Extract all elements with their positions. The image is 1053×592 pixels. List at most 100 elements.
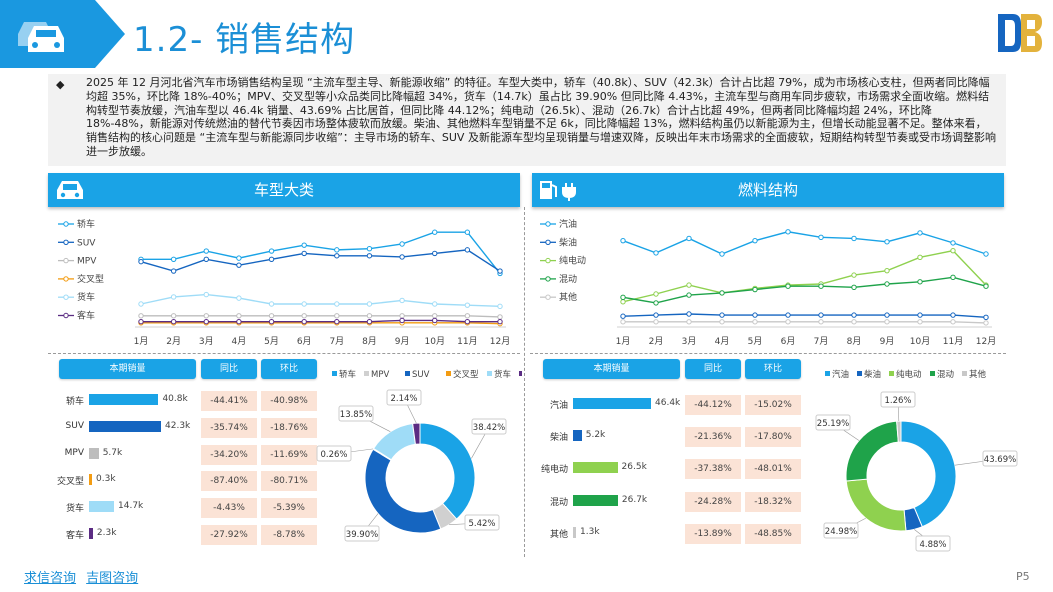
data-point bbox=[334, 247, 340, 253]
label-box bbox=[471, 418, 507, 435]
section-title-fuel: 燃料结构 bbox=[737, 181, 798, 199]
divider-right bbox=[530, 353, 1006, 354]
data-point bbox=[686, 235, 692, 242]
sales-bar bbox=[573, 462, 618, 474]
yoy-cell: -21.36% bbox=[685, 427, 741, 448]
x-tick-label: 4月 bbox=[715, 336, 730, 347]
sales-bar bbox=[573, 398, 651, 409]
legend-marker bbox=[63, 239, 69, 245]
mom-cell: -18.76% bbox=[261, 417, 317, 438]
sales-value: 5.7k bbox=[102, 447, 123, 458]
data-point bbox=[236, 313, 242, 319]
data-point bbox=[917, 319, 923, 325]
data-point bbox=[497, 268, 503, 274]
data-point bbox=[686, 292, 692, 298]
sales-value: 40.8k bbox=[162, 394, 188, 404]
x-tick-label: 7月 bbox=[329, 336, 344, 347]
data-point bbox=[170, 318, 177, 325]
footer-link-qiuxin[interactable]: 求信咨询 bbox=[24, 571, 77, 586]
donut-chart-vehicle: 38.42% 5.42% 39.90% 0.26% 13.85% 2.14% 轿车 MPV SU… bbox=[316, 369, 522, 542]
data-point bbox=[719, 290, 725, 296]
data-point bbox=[236, 255, 242, 261]
data-point bbox=[432, 250, 438, 257]
data-point bbox=[334, 313, 340, 319]
sales-bar bbox=[89, 394, 159, 405]
data-point bbox=[818, 319, 824, 325]
data-point bbox=[752, 286, 758, 293]
series-line bbox=[622, 313, 987, 319]
x-tick-label: 10月 bbox=[425, 336, 445, 347]
section-header-fuel: 燃料结构 bbox=[532, 173, 1004, 207]
car-icon bbox=[57, 181, 83, 199]
legend-swatch bbox=[364, 371, 369, 376]
row-label: SUV bbox=[65, 420, 84, 431]
data-point bbox=[917, 254, 923, 261]
mom-cell: -48.85% bbox=[745, 523, 801, 544]
legend-marker bbox=[63, 221, 69, 227]
data-point bbox=[818, 283, 824, 289]
data-point bbox=[432, 317, 438, 324]
row-label: 轿车 bbox=[65, 397, 84, 407]
table-header-yoy: 同比 bbox=[201, 359, 257, 379]
sales-value: 42.3k bbox=[165, 420, 191, 431]
legend-label: 交叉型 bbox=[453, 369, 479, 380]
legend-swatch bbox=[332, 371, 337, 376]
x-tick-label: 5月 bbox=[264, 336, 279, 347]
data-point bbox=[818, 234, 824, 241]
sales-value: 14.7k bbox=[118, 501, 144, 512]
data-point bbox=[884, 267, 890, 274]
x-tick-label: 8月 bbox=[847, 336, 862, 347]
divider-vertical bbox=[524, 207, 525, 557]
table-header-mom: 环比 bbox=[261, 359, 317, 379]
legend-marker bbox=[63, 276, 69, 282]
page-number: P5 bbox=[1016, 570, 1030, 583]
data-point bbox=[464, 229, 471, 235]
legend-swatch bbox=[889, 371, 894, 376]
data-point bbox=[301, 250, 307, 257]
summary-text: 2025 年 12 月河北省汽车市场销售结构呈现 “主流车型主导、新能源收缩” … bbox=[48, 74, 1006, 166]
data-point bbox=[950, 312, 956, 318]
data-point bbox=[366, 301, 373, 307]
data-point bbox=[719, 251, 725, 257]
data-point bbox=[236, 318, 242, 325]
legend-label: 交叉型 bbox=[77, 273, 104, 285]
row-label: 汽油 bbox=[549, 401, 568, 411]
donut-slice bbox=[896, 420, 902, 443]
donut-label: 24.98% bbox=[825, 527, 857, 537]
table-header-mom: 环比 bbox=[745, 359, 801, 379]
data-point bbox=[366, 313, 373, 319]
legend-swatch bbox=[487, 371, 492, 376]
row-label: 客车 bbox=[65, 531, 84, 541]
legend-swatch bbox=[857, 371, 862, 376]
mom-cell: -48.01% bbox=[745, 459, 801, 480]
data-point bbox=[983, 251, 989, 257]
sales-bar bbox=[573, 494, 618, 506]
line-chart-vehicle: 1月 2月 3月 4月 5月 6月 7月 8月 9月 10月 11月 12月 轿车 SUV MPV 交叉型货车… bbox=[58, 218, 510, 347]
data-point bbox=[917, 230, 923, 236]
legend-marker bbox=[545, 239, 551, 245]
sales-bar bbox=[89, 447, 99, 459]
data-point bbox=[917, 312, 923, 318]
series-line bbox=[141, 322, 501, 325]
data-point bbox=[785, 283, 791, 289]
table-header-yoy: 同比 bbox=[685, 359, 741, 379]
data-point bbox=[884, 319, 890, 325]
yoy-cell: -87.40% bbox=[201, 471, 257, 492]
footer-link-jitu[interactable]: 吉图咨询 bbox=[86, 571, 139, 586]
legend-label: 混动 bbox=[559, 274, 577, 285]
donut-label: 4.88% bbox=[919, 540, 946, 550]
data-point bbox=[950, 274, 956, 281]
donut-slice bbox=[364, 448, 442, 534]
yoy-cell: -44.41% bbox=[201, 391, 257, 411]
data-point bbox=[236, 295, 242, 301]
yoy-cell: -24.28% bbox=[685, 491, 741, 512]
data-point bbox=[464, 318, 471, 325]
donut-label: 1.26% bbox=[884, 396, 911, 406]
donut-slice bbox=[419, 422, 476, 520]
legend-marker bbox=[545, 257, 551, 264]
data-point bbox=[620, 237, 626, 244]
legend-label: MPV bbox=[371, 370, 389, 380]
row-label: 纯电动 bbox=[540, 465, 568, 476]
data-point bbox=[138, 318, 144, 325]
legend-label: 混动 bbox=[937, 369, 955, 380]
